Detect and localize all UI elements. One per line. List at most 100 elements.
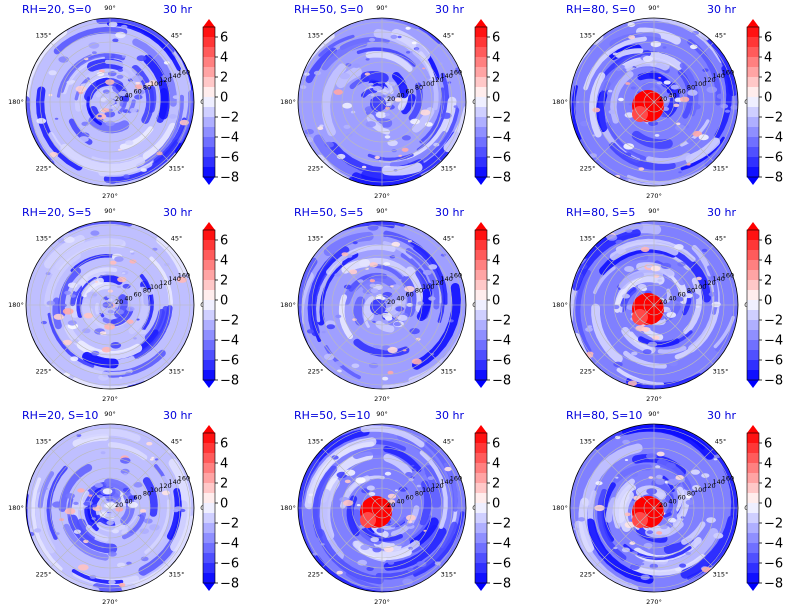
field-cell <box>401 135 411 141</box>
radial-tick-label: 40 <box>668 497 676 505</box>
colorbar-tick-label: 0 <box>492 91 500 106</box>
colorbar-level <box>203 553 215 564</box>
field-cell <box>108 21 118 28</box>
field-cell <box>308 493 314 497</box>
colorbar-tick-label: −2 <box>220 314 239 329</box>
angular-gridline <box>381 101 442 162</box>
field-cell <box>622 439 630 445</box>
field-cell <box>642 55 654 63</box>
colorbar-level <box>203 67 215 78</box>
field-cell <box>662 46 667 49</box>
colorbar-level <box>747 350 759 361</box>
field-cell <box>107 178 118 184</box>
colorbar-tick-label: −8 <box>764 577 783 592</box>
colorbar-level <box>203 533 215 544</box>
colorbar-tick-label: 0 <box>764 91 772 106</box>
angular-tick-label: 45° <box>443 32 455 40</box>
panel-time-label: 30 hr <box>163 409 192 422</box>
colorbar-extend-max <box>747 425 759 433</box>
field-cell <box>420 109 431 116</box>
angular-tick-label: 315° <box>169 165 185 173</box>
field-band <box>144 499 171 554</box>
field-band <box>612 478 635 529</box>
field-cell <box>72 292 77 295</box>
angular-tick-label: 315° <box>441 571 457 579</box>
colorbar-tick-label: 4 <box>764 457 772 472</box>
radial-tick-label: 100 <box>694 486 706 494</box>
angular-tick-label: 135° <box>36 438 52 446</box>
field-cell <box>366 566 374 571</box>
radial-tick-label: 160 <box>178 474 190 482</box>
field-band <box>663 537 695 554</box>
field-cell <box>116 74 124 79</box>
field-cell <box>716 93 726 99</box>
field-band <box>80 364 133 376</box>
field-cell <box>63 372 71 377</box>
field-cell <box>373 85 382 92</box>
field-cell <box>623 152 632 158</box>
radial-tick-label: 100 <box>150 80 162 88</box>
colorbar-level <box>203 117 215 128</box>
field-cell <box>675 124 686 131</box>
field-cell <box>628 103 632 106</box>
field-band <box>98 274 123 285</box>
polar-panel: 204060801001201401600°45°90°135°180°225°… <box>552 3 783 200</box>
colorbar-tick-label: 2 <box>492 71 500 86</box>
colorbar-level <box>747 463 759 474</box>
field-cell <box>89 574 97 579</box>
angular-gridline <box>381 42 442 103</box>
field-band <box>605 497 618 523</box>
field-cell <box>107 309 114 314</box>
field-band <box>368 79 385 90</box>
colorbar-level <box>203 250 215 261</box>
colorbar-level <box>747 553 759 564</box>
colorbar-level <box>203 270 215 281</box>
field-cell <box>625 82 630 85</box>
colorbar-level <box>747 240 759 251</box>
field-cell <box>34 528 42 533</box>
field-cell <box>108 551 117 557</box>
colorbar-level <box>747 270 759 281</box>
field-band <box>50 238 124 275</box>
field-cell <box>335 314 342 319</box>
field-cell <box>129 259 137 264</box>
field-cell <box>398 486 408 492</box>
colorbar-extend-min <box>475 177 487 185</box>
field-cell <box>77 488 85 493</box>
colorbar-level <box>203 47 215 58</box>
field-band <box>360 425 425 448</box>
field-band <box>409 239 448 305</box>
radial-tick-label: 140 <box>168 72 180 80</box>
field-cell <box>360 544 370 551</box>
field-cell <box>146 441 153 446</box>
field-band <box>153 117 187 164</box>
colorbar-level <box>475 320 487 331</box>
field-band <box>122 515 141 534</box>
colorbar-level <box>747 433 759 444</box>
angular-tick-label: 180° <box>280 98 296 106</box>
colorbar-tick-label: 4 <box>492 457 500 472</box>
field-band <box>47 312 95 368</box>
angular-gridline <box>381 304 442 365</box>
field-cell <box>372 320 376 323</box>
field-cell <box>397 314 408 321</box>
field-cell <box>428 264 438 270</box>
field-cell <box>83 501 91 506</box>
radial-tick-label: 60 <box>678 291 686 299</box>
colorbar-tick-label: 2 <box>220 477 228 492</box>
field-band <box>315 441 375 481</box>
field-band <box>687 515 738 581</box>
colorbar-level <box>747 117 759 128</box>
colorbar-level <box>475 107 487 118</box>
field-cell <box>344 479 351 484</box>
field-cell <box>415 48 419 51</box>
field-cell <box>663 80 671 85</box>
field-band <box>408 82 423 122</box>
field-band <box>84 506 99 532</box>
field-band <box>82 351 119 369</box>
field-cell <box>349 269 358 275</box>
polar-frame <box>25 17 195 187</box>
field-band <box>713 315 735 349</box>
field-cell <box>393 321 402 327</box>
angular-gridline <box>594 101 655 162</box>
